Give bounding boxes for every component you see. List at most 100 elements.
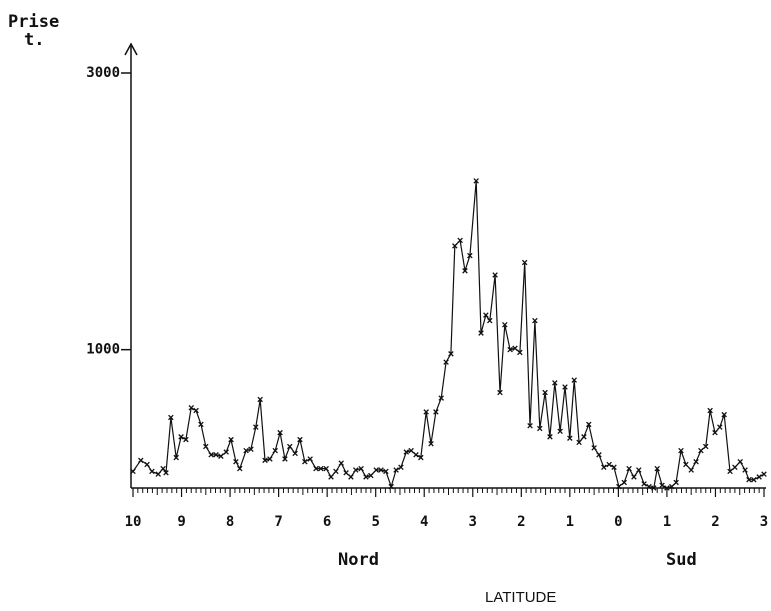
data-point — [237, 465, 243, 472]
data-point — [188, 405, 195, 411]
data-point — [262, 457, 268, 464]
data-point — [576, 439, 582, 446]
data-point — [601, 464, 607, 471]
data-point — [353, 467, 359, 473]
data-point — [756, 474, 762, 480]
x-tick-label: 2 — [711, 514, 719, 530]
data-point — [149, 468, 155, 475]
data-point — [571, 377, 577, 383]
data-point — [144, 461, 150, 468]
data-point — [287, 443, 293, 450]
data-point — [742, 467, 748, 473]
data-point — [163, 470, 169, 476]
data-point — [702, 443, 709, 450]
y-tick-label: 1000 — [86, 342, 120, 358]
data-point — [138, 457, 144, 464]
axis-arrow — [124, 42, 138, 56]
x-tick-label: 3 — [469, 514, 477, 530]
data-point — [413, 452, 419, 458]
data-point — [683, 461, 689, 468]
data-point — [448, 351, 454, 357]
data-point — [761, 471, 767, 477]
x-tick-label: 5 — [371, 514, 379, 530]
data-point — [462, 268, 468, 274]
data-point — [606, 461, 612, 468]
data-point — [348, 474, 354, 480]
data-line — [132, 180, 765, 489]
x-tick-label: 2 — [517, 514, 525, 530]
data-point — [746, 476, 752, 483]
data-point — [318, 465, 324, 472]
data-point — [621, 479, 627, 486]
data-point — [373, 467, 379, 473]
data-point — [483, 312, 489, 318]
data-point — [403, 449, 410, 455]
y-label: Prise — [8, 12, 59, 32]
x-tick-label: 0 — [614, 514, 622, 530]
x-tick-label: 1 — [566, 514, 574, 530]
data-point — [486, 317, 493, 324]
x-tick-label: 9 — [177, 514, 185, 530]
data-point — [473, 178, 479, 184]
data-point — [542, 389, 548, 396]
data-point — [507, 346, 513, 353]
data-point — [378, 467, 384, 473]
data-point — [737, 458, 743, 465]
data-point — [398, 464, 404, 471]
x-tick-label: 8 — [226, 514, 234, 530]
data-point — [130, 468, 136, 475]
data-point — [616, 483, 622, 490]
data-point — [512, 345, 518, 352]
data-point — [282, 456, 288, 462]
annotation: Nord — [338, 550, 379, 570]
data-point — [277, 429, 283, 436]
data-point — [393, 467, 399, 473]
data-point — [297, 436, 303, 443]
data-point — [457, 237, 463, 244]
x-tick-label: 4 — [420, 514, 428, 530]
data-point — [333, 468, 339, 475]
data-point — [636, 467, 642, 473]
data-point — [626, 465, 632, 472]
data-point — [168, 414, 174, 421]
data-point — [669, 483, 675, 490]
data-point — [521, 259, 528, 266]
data-point — [727, 468, 733, 475]
data-point — [253, 424, 259, 430]
data-point — [452, 243, 458, 249]
data-point — [659, 482, 665, 488]
data-point — [257, 396, 263, 403]
data-point — [383, 468, 389, 475]
data-point — [698, 447, 704, 454]
data-point — [532, 317, 538, 324]
data-point — [338, 460, 344, 466]
data-point — [664, 485, 670, 491]
data-point — [654, 465, 660, 472]
annotation: Sud — [666, 550, 697, 570]
data-point — [213, 452, 219, 458]
data-point — [228, 436, 234, 443]
data-point — [363, 474, 369, 480]
y-label: t. — [24, 30, 44, 50]
data-point — [651, 485, 657, 491]
data-point — [536, 425, 543, 432]
x-tick-label: 1 — [663, 514, 671, 530]
data-point — [155, 471, 161, 477]
data-point — [688, 467, 694, 473]
data-point — [292, 450, 298, 457]
data-point — [552, 380, 558, 386]
data-point — [302, 458, 308, 465]
data-point — [368, 472, 374, 479]
data-point — [547, 434, 553, 440]
data-point — [751, 476, 757, 483]
data-point — [423, 409, 429, 415]
data-point — [438, 395, 444, 401]
data-point — [721, 411, 727, 418]
data-point — [678, 447, 684, 454]
x-tick-label: 7 — [274, 514, 282, 530]
data-point — [673, 479, 679, 486]
data-point — [328, 474, 334, 480]
data-point — [527, 422, 533, 429]
data-point — [467, 252, 473, 259]
